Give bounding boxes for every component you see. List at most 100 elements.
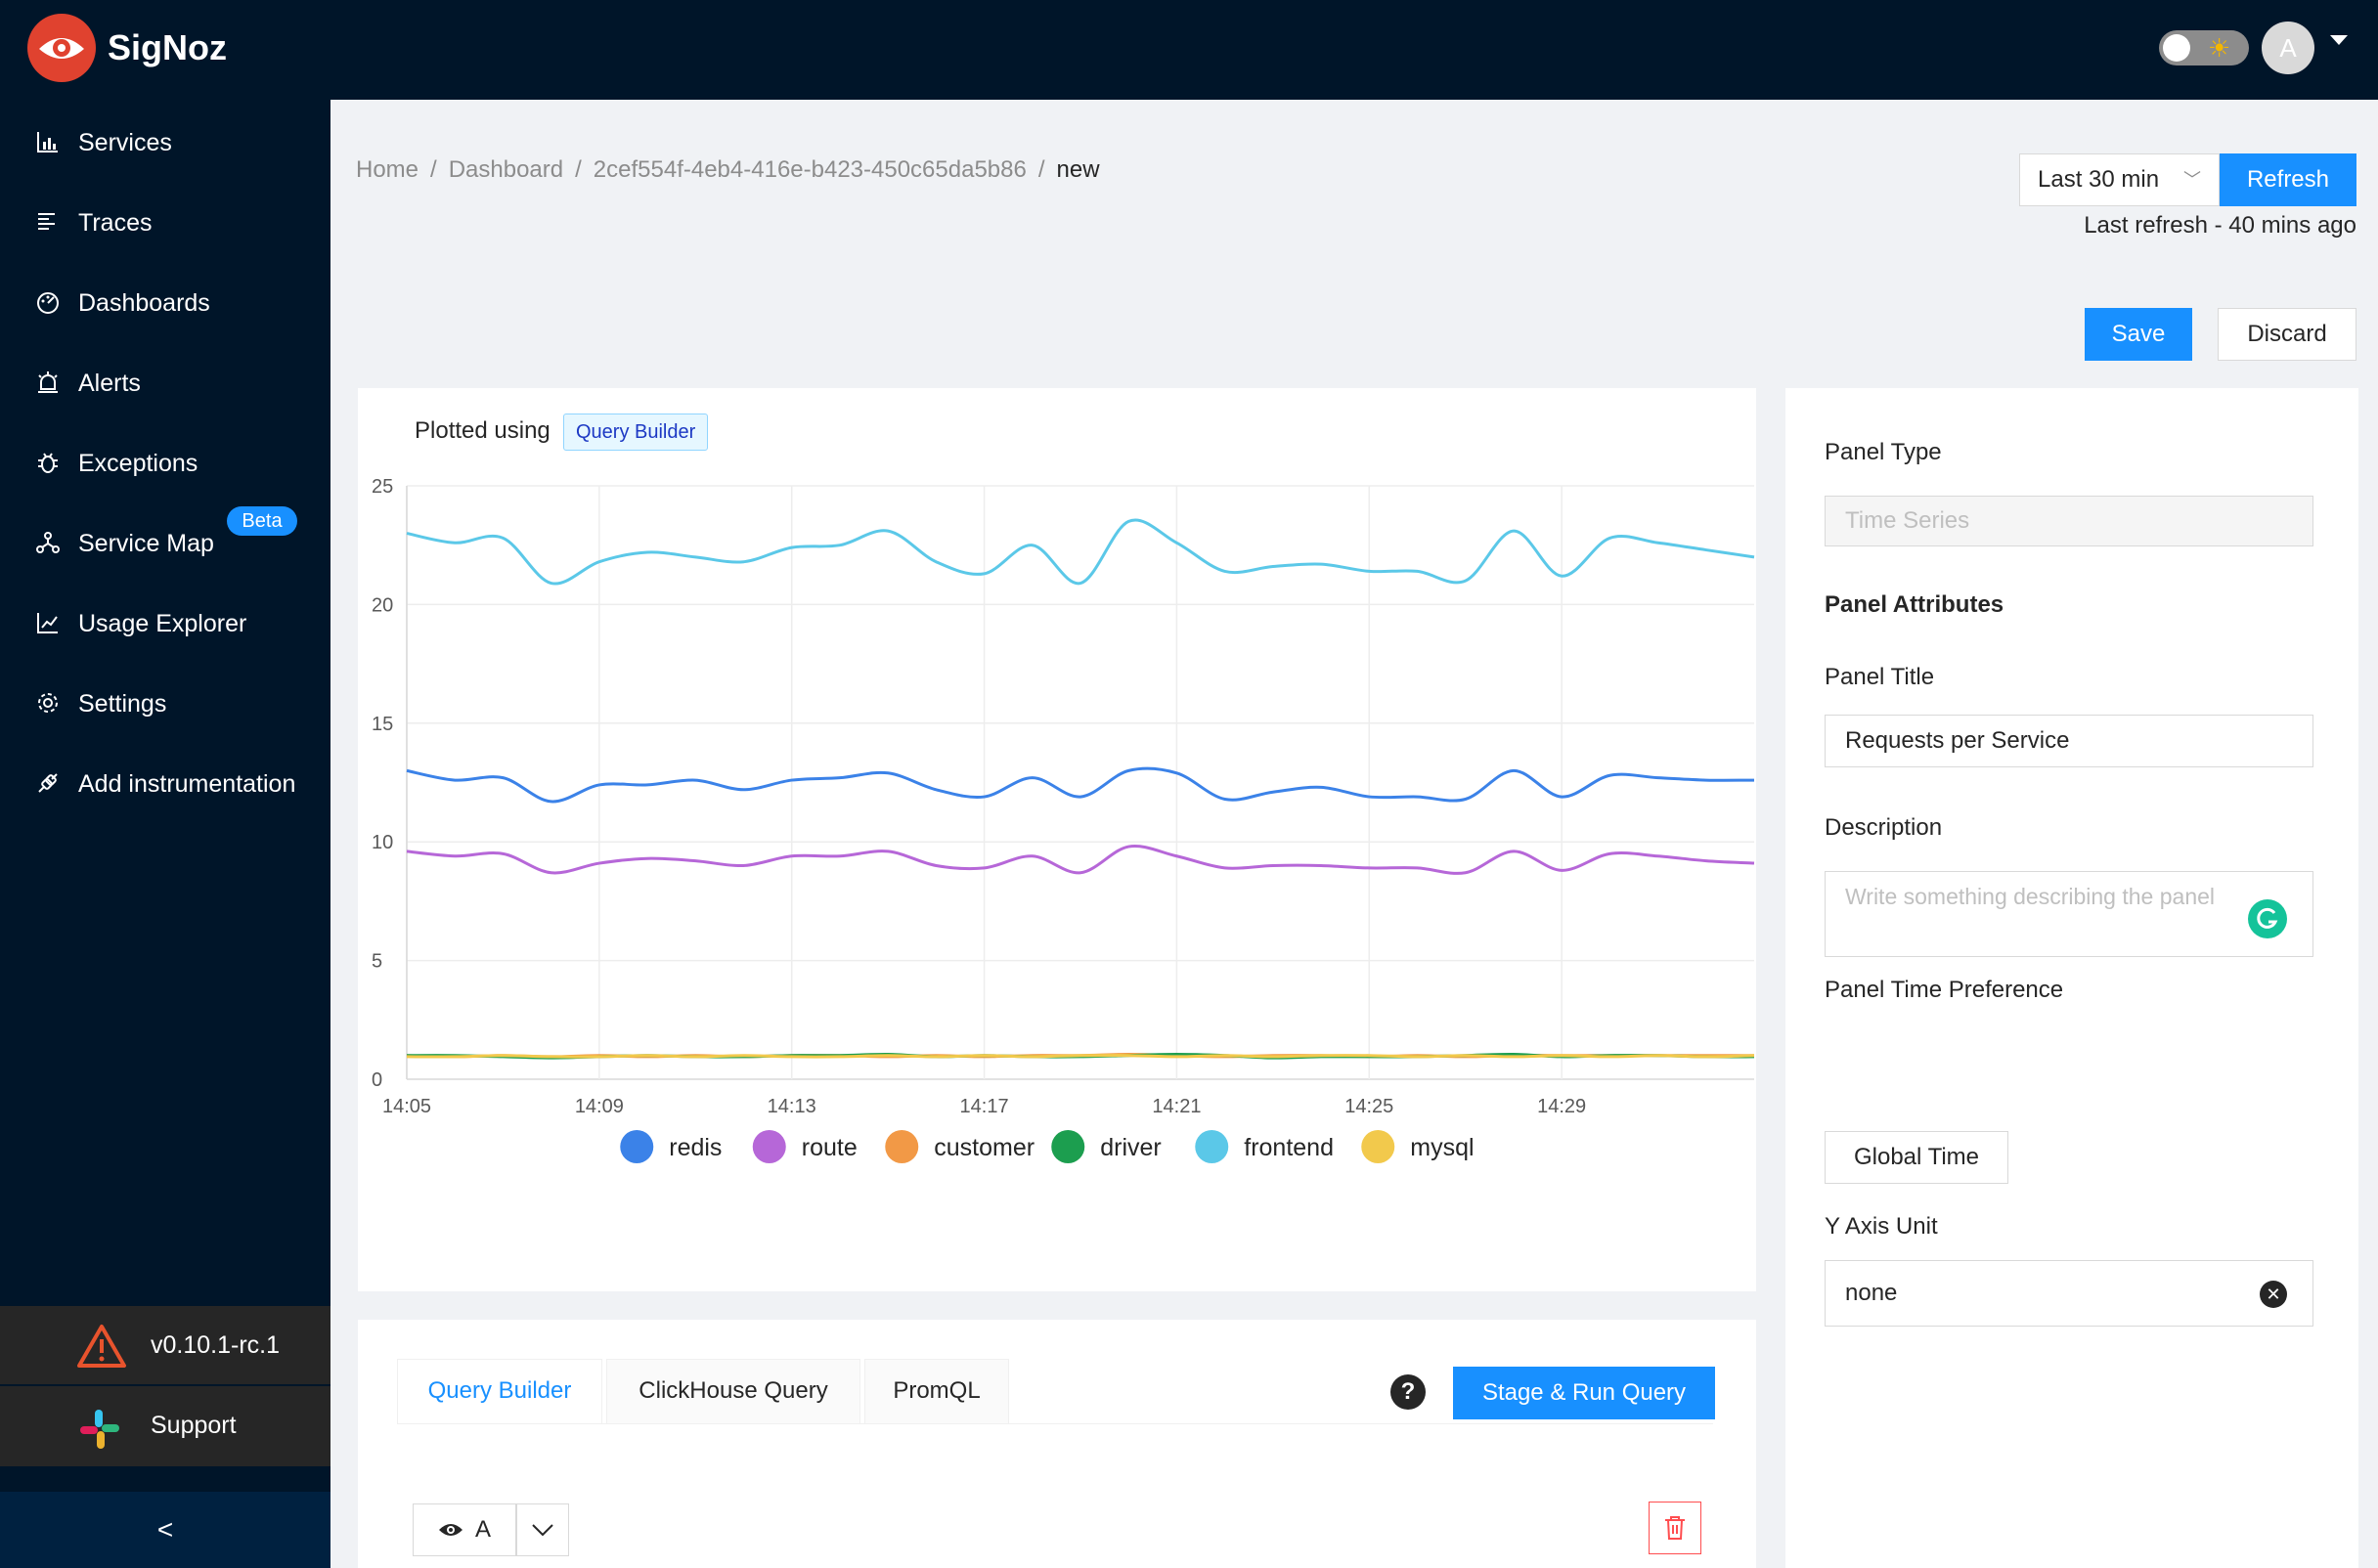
caret-down-icon[interactable] [2330,35,2348,45]
legend-swatch-redis [620,1130,654,1163]
tab-clickhouse-query[interactable]: ClickHouse Query [606,1359,860,1423]
stage-run-query-button[interactable]: Stage & Run Query [1453,1367,1715,1419]
series-line-route [406,845,1755,875]
y-tick-label: 0 [372,1069,382,1091]
collapse-sidebar-button[interactable]: < [0,1492,330,1568]
legend-label-driver: driver [1100,1134,1162,1161]
tabs-divider [397,1423,1713,1424]
global-time-button[interactable]: Global Time [1825,1131,2008,1184]
breadcrumb-current: new [1056,156,1100,183]
query-visibility-toggle[interactable]: A [413,1503,516,1556]
sidebar-item-service-map[interactable]: Service Map [0,514,330,573]
toggle-knob [2163,34,2190,62]
help-icon[interactable]: ? [1390,1374,1426,1410]
sidebar-item-usage-explorer[interactable]: Usage Explorer [0,594,330,653]
version-label: v0.10.1-rc.1 [151,1331,281,1359]
legend-label-redis: redis [669,1134,722,1161]
series-line-frontend [406,518,1755,586]
query-name: A [474,1516,491,1543]
dashboard-icon [37,292,59,314]
breadcrumb-dashboard[interactable]: Dashboard [448,156,564,183]
beta-badge: Beta [227,506,297,536]
theme-toggle[interactable]: ☀ [2159,30,2249,65]
avatar[interactable]: A [2262,22,2314,74]
bug-icon [38,453,58,473]
description-textarea[interactable]: Write something describing the panel [1825,871,2313,957]
legend-label-route: route [802,1134,858,1161]
time-series-chart[interactable]: 0 5 10 15 20 25 14:05 14:09 14:13 14:17 14:21 14:25… [358,388,1756,1291]
signoz-logo[interactable] [27,14,96,82]
time-range-select[interactable]: Last 30 min ﹀ [2019,153,2220,206]
time-range-value: Last 30 min [2038,166,2160,193]
sidebar-item-exceptions[interactable]: Exceptions [0,434,330,493]
legend-swatch-driver [1051,1130,1085,1163]
breadcrumb: Home / Dashboard / 2cef554f-4eb4-416e-b423-4… [356,156,1100,184]
panel-type-select: Time Series [1825,496,2313,546]
top-header: SigNoz ☀ A [0,0,2378,100]
legend-swatch-frontend [1195,1130,1229,1163]
bar-chart-icon [37,132,58,152]
refresh-button[interactable]: Refresh [2220,153,2356,206]
query-section: Query Builder ClickHouse Query PromQL ? … [358,1320,1756,1568]
sidebar-item-label: Exceptions [78,450,198,477]
version-info[interactable]: v0.10.1-rc.1 [0,1306,330,1384]
series-line-redis [406,766,1755,804]
eye-icon [438,1524,462,1536]
line-chart-icon [37,613,58,633]
x-tick-label: 14:29 [1537,1096,1586,1117]
sidebar-item-settings[interactable]: Settings [0,675,330,733]
legend-swatch-customer [885,1130,919,1163]
legend-label-customer: customer [934,1134,1035,1161]
chevron-down-icon: ﹀ [2183,170,2201,190]
sidebar-item-label: Dashboards [78,289,210,317]
x-tick-label: 14:13 [768,1096,816,1117]
description-placeholder: Write something describing the panel [1845,884,2216,909]
sidebar-item-dashboards[interactable]: Dashboards [0,274,330,332]
panel-settings: Panel Type Time Series Panel Attributes … [1785,388,2358,1568]
clear-icon[interactable]: ✕ [2260,1281,2287,1308]
breadcrumb-dashboard-id[interactable]: 2cef554f-4eb4-416e-b423-450c65da5b86 [593,156,1027,183]
sidebar-item-label: Service Map [78,530,214,557]
y-tick-label: 10 [372,832,393,853]
sidebar-item-label: Usage Explorer [78,610,247,637]
panel-title-label: Panel Title [1825,664,1935,690]
x-tick-label: 14:25 [1344,1096,1393,1117]
discard-button[interactable]: Discard [2218,308,2356,361]
support-link[interactable]: Support [0,1386,330,1466]
last-refresh-text: Last refresh - 40 mins ago [2084,212,2356,239]
sidebar-item-label: Services [78,129,172,156]
y-tick-label: 25 [372,476,393,498]
y-axis-unit-value: none [1845,1280,1898,1306]
breadcrumb-home[interactable]: Home [356,156,419,183]
plotted-using-label: Plotted using [415,417,550,444]
description-label: Description [1825,814,1943,841]
sidebar: Services Traces Dashboards Alerts Except… [0,100,330,1568]
save-button[interactable]: Save [2085,308,2192,361]
chevron-down-icon [532,1524,553,1537]
sidebar-item-services[interactable]: Services [0,113,330,172]
expand-query-button[interactable] [516,1503,569,1556]
sidebar-item-add-instrumentation[interactable]: Add instrumentation [0,755,330,813]
breadcrumb-separator: / [430,156,437,183]
y-axis-unit-label: Y Axis Unit [1825,1213,1938,1240]
grammarly-icon[interactable] [2248,899,2287,938]
y-tick-label: 20 [372,594,393,616]
tab-promql[interactable]: PromQL [864,1359,1009,1423]
delete-query-button[interactable] [1649,1502,1701,1554]
legend-swatch-route [752,1130,786,1163]
y-axis-unit-select[interactable]: none ✕ [1825,1260,2313,1327]
panel-title-input[interactable]: Requests per Service [1825,715,2313,767]
series-line-mysql [406,1054,1755,1059]
sidebar-item-traces[interactable]: Traces [0,194,330,252]
warning-icon [77,1325,126,1368]
align-left-icon [38,213,55,230]
time-preference-label: Panel Time Preference [1825,977,2064,1003]
legend-swatch-mysql [1361,1130,1395,1163]
tab-query-builder[interactable]: Query Builder [397,1359,602,1423]
sidebar-item-label: Traces [78,209,153,237]
x-tick-label: 14:05 [382,1096,431,1117]
sidebar-item-alerts[interactable]: Alerts [0,354,330,413]
sidebar-item-label: Add instrumentation [78,770,296,798]
y-tick-label: 15 [372,714,393,735]
sun-icon: ☀ [2208,33,2231,63]
